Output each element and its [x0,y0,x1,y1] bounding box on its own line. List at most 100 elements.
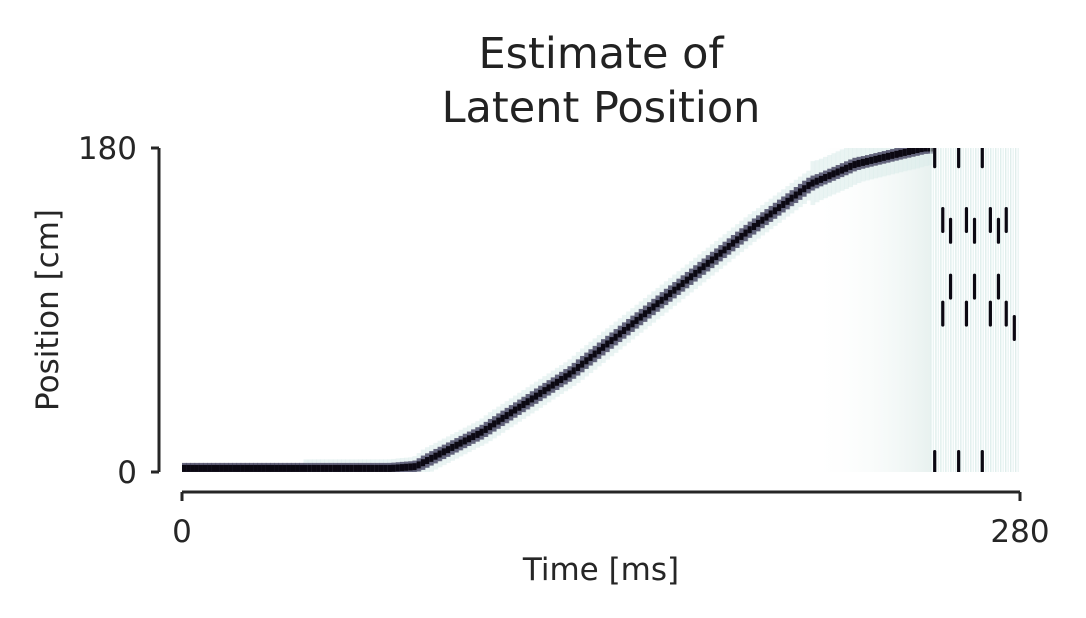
posterior-halo-cell [902,148,908,172]
pattern-stripe [982,148,984,472]
pattern-stripe [992,148,994,472]
posterior-core-cell [898,149,904,157]
pattern-dash [957,450,961,472]
posterior-core-cell [399,464,405,472]
pattern-stripe [997,148,999,472]
pattern-dash [1004,300,1008,327]
posterior-core-cell [492,420,497,428]
posterior-core-cell [580,360,585,368]
posterior-core-cell [596,347,602,355]
pattern-stripe [1007,148,1009,472]
posterior-core-cell [588,353,594,361]
diffuse-uncertainty-region [810,148,931,472]
posterior-core-cell [697,266,703,274]
x-axis-label: Time [ms] [522,552,679,588]
posterior-core-cell [290,464,296,472]
pattern-dash [933,450,937,472]
pattern-dash [941,207,945,233]
posterior-core-cell [345,464,351,472]
posterior-core-cell [429,454,434,462]
posterior-core-cell [395,464,401,472]
posterior-core-cell [735,236,740,244]
posterior-core-cell [341,464,347,472]
pattern-dash [980,148,984,169]
pattern-dash [980,450,984,472]
posterior-core-cell [680,279,686,287]
posterior-core-cell [605,340,610,348]
posterior-halo-cell [923,148,929,167]
posterior-core-cell [881,153,887,161]
pattern-stripe [947,148,950,472]
posterior-core-cell [295,464,300,472]
posterior-core-cell [383,464,388,472]
posterior-core-cell [487,423,493,431]
posterior-core-cell [496,417,502,425]
posterior-core-cell [864,157,870,165]
posterior-core-cell [378,464,384,472]
posterior-core-cell [869,156,874,164]
posterior-core-cell [676,283,682,291]
posterior-core-cell [513,406,518,414]
posterior-core-cell [613,333,619,341]
posterior-core-cell [366,464,372,472]
pattern-stripe [957,148,960,472]
posterior-core-cell [642,310,648,318]
posterior-core-cell [609,337,615,345]
posterior-halo-cell [906,148,912,171]
posterior-core-cell [538,389,543,397]
posterior-core-cell [894,150,900,158]
posterior-core-cell [546,384,552,392]
posterior-core-cell [923,148,929,152]
posterior-core-cell [831,170,837,178]
pattern-stripe [967,148,969,472]
posterior-core-cell [286,464,292,472]
pattern-dash [933,148,937,169]
posterior-core-cell [814,177,820,185]
pattern-stripe [935,148,937,472]
posterior-core-cell [223,464,229,472]
posterior-core-cell [374,464,380,472]
posterior-core-cell [919,148,925,153]
pattern-stripe [972,148,974,472]
posterior-core-cell [479,428,485,436]
posterior-core-cell [190,464,196,472]
pattern-stripe [955,148,957,472]
posterior-core-cell [441,448,447,456]
posterior-halo-cell [915,148,921,169]
posterior-core-cell [425,457,430,465]
pattern-stripe [985,148,987,472]
posterior-core-cell [504,412,510,420]
pattern-stripe [952,148,955,472]
pattern-dash [948,273,953,300]
posterior-core-cell [454,441,460,449]
posterior-core-cell [915,148,921,154]
posterior-core-cell [739,232,745,240]
pattern-stripe [1002,148,1004,472]
posterior-core-cell [475,430,481,438]
posterior-core-cell [663,293,669,301]
pattern-stripe [995,148,997,472]
posterior-core-cell [848,162,853,170]
posterior-core-cell [517,403,522,411]
posterior-core-cell [282,464,288,472]
posterior-core-cell [718,249,724,257]
heatmap-plot-area [182,148,1019,472]
posterior-core-cell [584,357,590,365]
posterior-core-cell [274,464,279,472]
pattern-dash [996,273,1001,300]
posterior-core-cell [228,464,233,472]
posterior-core-cell [672,286,678,294]
posterior-core-cell [714,253,719,261]
posterior-core-cell [219,464,225,472]
posterior-core-cell [844,164,849,172]
posterior-core-cell [601,343,606,351]
posterior-core-cell [303,464,309,472]
posterior-core-cell [902,148,908,156]
pattern-stripe [962,148,965,472]
posterior-core-cell [257,464,263,472]
posterior-core-cell [823,174,828,182]
pattern-dash [988,207,992,233]
posterior-core-cell [806,182,812,190]
posterior-core-cell [483,425,489,433]
posterior-core-cell [353,464,359,472]
